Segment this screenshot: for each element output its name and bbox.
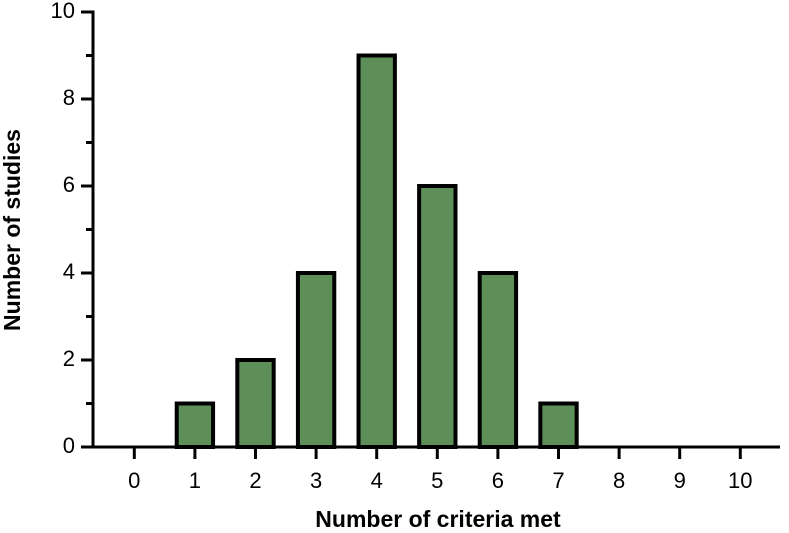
bar: [417, 184, 458, 449]
y-tick-label: 2: [63, 346, 75, 371]
y-tick-label: 8: [63, 85, 75, 110]
bar: [235, 358, 276, 449]
y-tick-label: 4: [63, 259, 75, 284]
y-tick-label: 6: [63, 172, 75, 197]
x-tick-label: 4: [371, 468, 383, 493]
y-axis-title: Number of studies: [0, 129, 25, 331]
y-tick-label: 0: [63, 433, 75, 458]
x-tick-label: 5: [431, 468, 443, 493]
x-tick-label: 10: [728, 468, 752, 493]
x-tick-label: 9: [674, 468, 686, 493]
x-tick-label: 0: [128, 468, 140, 493]
x-tick-label: 2: [249, 468, 261, 493]
x-axis-title: Number of criteria met: [315, 506, 561, 532]
bar: [538, 401, 579, 449]
y-tick-label: 10: [51, 0, 75, 23]
bar: [477, 271, 519, 449]
x-tick-label: 7: [552, 468, 564, 493]
x-tick-label: 8: [613, 468, 625, 493]
x-tick-label: 3: [310, 468, 322, 493]
bar: [174, 401, 216, 449]
bar: [356, 53, 397, 449]
bar: [295, 271, 337, 449]
x-tick-label: 1: [189, 468, 201, 493]
x-tick-label: 6: [492, 468, 504, 493]
